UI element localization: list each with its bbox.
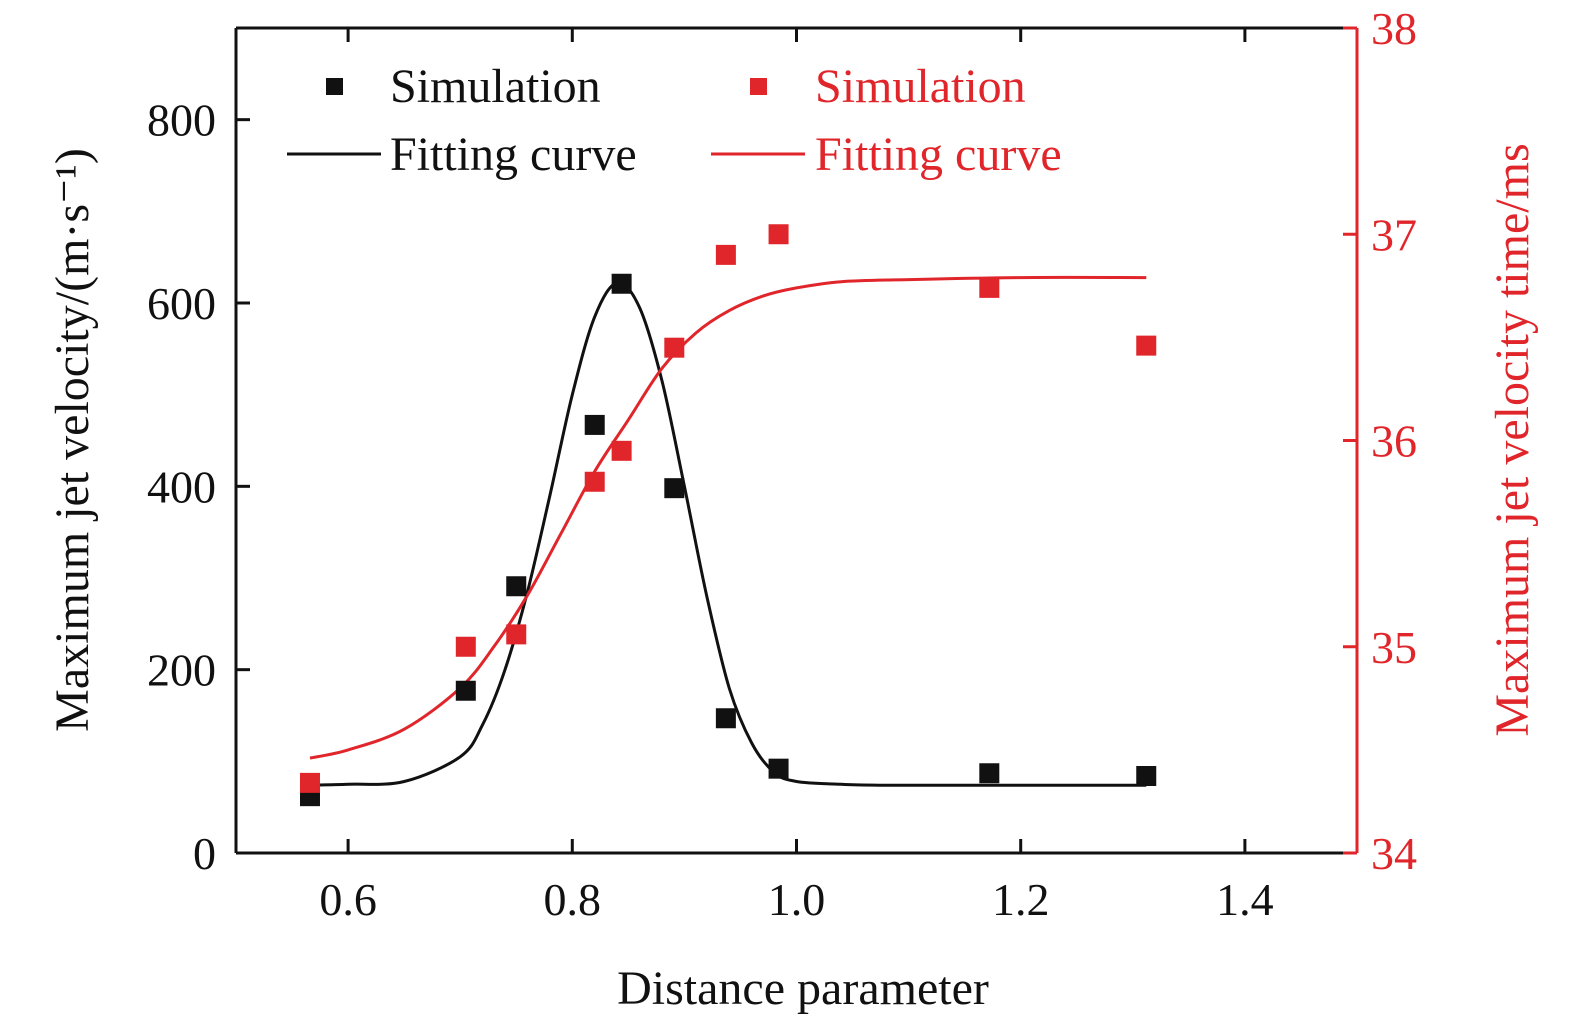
x-tick-label: 1.4 bbox=[1216, 874, 1274, 925]
simulation-point-time bbox=[1136, 335, 1157, 356]
simulation-point-time bbox=[979, 277, 1000, 298]
y-right-tick-label: 34 bbox=[1371, 828, 1417, 879]
simulation-point-time bbox=[715, 244, 736, 265]
legend-marker-simulation-left bbox=[326, 78, 343, 95]
legend-label-simulation-left: Simulation bbox=[390, 60, 601, 113]
y-left-tick-label: 200 bbox=[147, 645, 216, 696]
simulation-point-velocity bbox=[455, 680, 476, 701]
simulation-point-time bbox=[455, 636, 476, 657]
y-left-tick-label: 600 bbox=[147, 278, 216, 329]
y-right-tick-label: 35 bbox=[1371, 622, 1417, 673]
x-tick-label: 0.6 bbox=[319, 874, 377, 925]
simulation-point-velocity bbox=[611, 273, 632, 294]
y-right-axis-title: Maximum jet velocity time/ms bbox=[1486, 143, 1539, 736]
simulation-point-time bbox=[506, 624, 527, 645]
legend: Simulation Fitting curve Simulation Fitt… bbox=[287, 60, 1062, 181]
simulation-point-velocity bbox=[979, 763, 1000, 784]
plot-area bbox=[299, 224, 1157, 807]
x-tick-label: 1.0 bbox=[768, 874, 826, 925]
simulation-point-time bbox=[664, 337, 685, 358]
legend-marker-simulation-right bbox=[750, 78, 767, 95]
simulation-point-time bbox=[768, 224, 789, 245]
y-right-tick-label: 38 bbox=[1371, 3, 1417, 54]
simulation-point-velocity bbox=[664, 478, 685, 499]
simulation-point-velocity bbox=[506, 576, 527, 597]
simulation-point-velocity bbox=[715, 708, 736, 729]
fitting-curve-velocity bbox=[309, 281, 1147, 787]
legend-label-fitting-right: Fitting curve bbox=[815, 128, 1062, 181]
legend-label-fitting-left: Fitting curve bbox=[390, 128, 637, 181]
x-tick-label: 0.8 bbox=[544, 874, 602, 925]
y-left-tick-label: 0 bbox=[193, 828, 216, 879]
simulation-point-velocity bbox=[1136, 766, 1157, 786]
legend-label-simulation-right: Simulation bbox=[815, 60, 1026, 113]
y-left-axis-title: Maximum jet velocity/(m·s⁻¹) bbox=[46, 148, 99, 732]
simulation-point-time bbox=[299, 772, 320, 793]
y-left-tick-label: 400 bbox=[147, 461, 216, 512]
simulation-point-velocity bbox=[768, 758, 789, 779]
simulation-point-time bbox=[584, 471, 605, 492]
simulation-point-velocity bbox=[584, 414, 605, 435]
axes: 0.6 0.8 1.0 1.2 1.4 0 200 400 600 800 34 35 36 37 38 bbox=[147, 3, 1417, 925]
x-tick-label: 1.2 bbox=[992, 874, 1050, 925]
y-left-tick-label: 800 bbox=[147, 95, 216, 146]
simulation-point-time bbox=[611, 440, 632, 461]
y-right-tick-label: 36 bbox=[1371, 416, 1417, 467]
x-axis-title: Distance parameter bbox=[617, 962, 989, 1015]
y-right-tick-label: 37 bbox=[1371, 209, 1417, 260]
